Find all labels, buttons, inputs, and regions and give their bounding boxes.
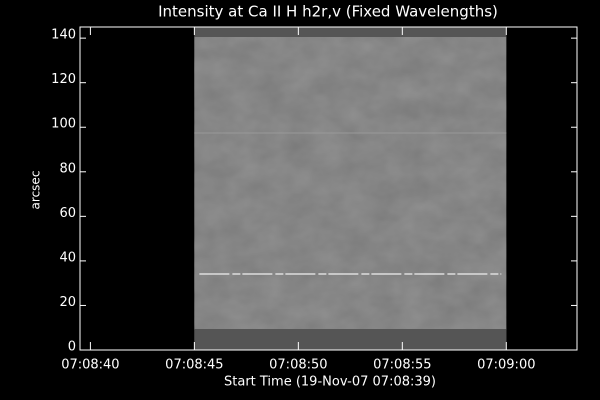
x-tick-label: 07:09:00 [477,358,535,373]
plot-frame [79,26,578,351]
image-band [194,329,507,350]
y-tick-label: 80 [59,161,76,176]
image-band [194,27,507,37]
y-tick-label: 140 [51,28,76,43]
y-tick-label: 60 [59,206,76,221]
y-tick-label: 100 [51,117,76,132]
image-layer [194,27,507,350]
chart-title: Intensity at Ca II H h2r,v (Fixed Wavele… [158,3,498,21]
y-tick-label: 120 [51,72,76,87]
x-tick-label: 07:08:45 [165,358,223,373]
y-tick-label: 0 [68,340,76,355]
image-texture [194,37,507,330]
y-tick-label: 40 [59,250,76,265]
x-tick-label: 07:08:55 [373,358,431,373]
y-tick-label: 20 [59,295,76,310]
x-tick-label: 07:08:50 [269,358,327,373]
x-tick-label: 07:08:40 [61,358,119,373]
x-axis-label: Start Time (19-Nov-07 07:08:39) [224,375,436,390]
y-axis-label: arcsec [29,171,43,210]
